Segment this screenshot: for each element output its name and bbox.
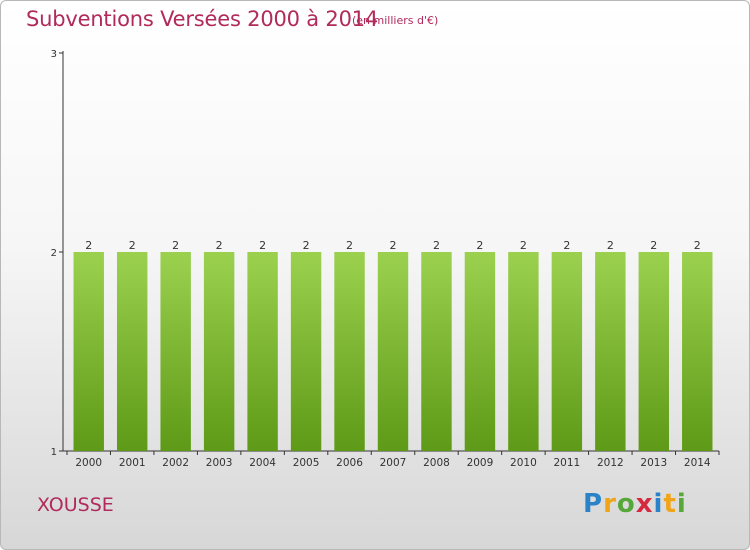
bar-value-label: 2 [216, 239, 223, 252]
bar [508, 252, 539, 451]
logo-letter: i [676, 489, 687, 519]
x-tick-label: 2007 [380, 457, 407, 469]
bar [334, 252, 365, 451]
bar [377, 252, 409, 451]
x-tick-label: 2009 [467, 457, 494, 469]
bar-value-label: 2 [694, 239, 701, 252]
bar-value-label: 2 [607, 239, 614, 252]
bar [551, 252, 583, 451]
x-tick-label: 2010 [510, 457, 537, 469]
y-tick-label: 3 [51, 49, 57, 60]
x-tick-label: 2012 [597, 457, 624, 469]
logo-letter: o [616, 489, 636, 519]
bar-value-label: 2 [520, 239, 527, 252]
bar [682, 252, 713, 451]
chart-unit: (en milliers d'€) [352, 14, 439, 27]
x-tick-label: 2001 [119, 457, 146, 469]
bar [116, 252, 148, 451]
bar [638, 252, 670, 451]
x-tick-label: 2002 [162, 457, 189, 469]
y-tick-label: 2 [51, 248, 57, 259]
bar-value-label: 2 [85, 239, 92, 252]
bar-value-label: 2 [129, 239, 136, 252]
y-tick-label: 1 [51, 447, 57, 458]
x-tick-label: 2005 [293, 457, 320, 469]
bar-value-label: 2 [346, 239, 353, 252]
bar-value-label: 2 [476, 239, 483, 252]
bar-value-label: 2 [172, 239, 179, 252]
bar [421, 252, 452, 451]
bar [73, 252, 104, 451]
bar [595, 252, 626, 451]
x-tick-label: 2011 [553, 457, 580, 469]
commune-name: XOUSSE [37, 494, 114, 516]
bar [290, 252, 322, 451]
bar-value-label: 2 [259, 239, 266, 252]
bar [203, 252, 235, 451]
x-tick-label: 2004 [249, 457, 276, 469]
logo-letter: t [663, 489, 677, 519]
x-tick-label: 2006 [336, 457, 363, 469]
chart-title: Subventions Versées 2000 à 2014 [26, 7, 379, 31]
x-tick-label: 2000 [75, 457, 102, 469]
bar-value-label: 2 [433, 239, 440, 252]
logo-letter: i [653, 489, 664, 519]
logo-letter: r [603, 489, 617, 519]
bar-value-label: 2 [563, 239, 570, 252]
bar-value-label: 2 [390, 239, 397, 252]
logo-letter: P [583, 489, 604, 519]
bar [464, 252, 496, 451]
x-tick-label: 2008 [423, 457, 450, 469]
logo-letter: x [635, 489, 654, 519]
x-tick-label: 2014 [684, 457, 711, 469]
bar [247, 252, 278, 451]
proxiti-logo[interactable]: Proxiti [583, 489, 687, 519]
bar-value-label: 2 [303, 239, 310, 252]
bar [160, 252, 191, 451]
bar-value-label: 2 [650, 239, 657, 252]
x-tick-label: 2003 [206, 457, 233, 469]
x-tick-label: 2013 [640, 457, 667, 469]
